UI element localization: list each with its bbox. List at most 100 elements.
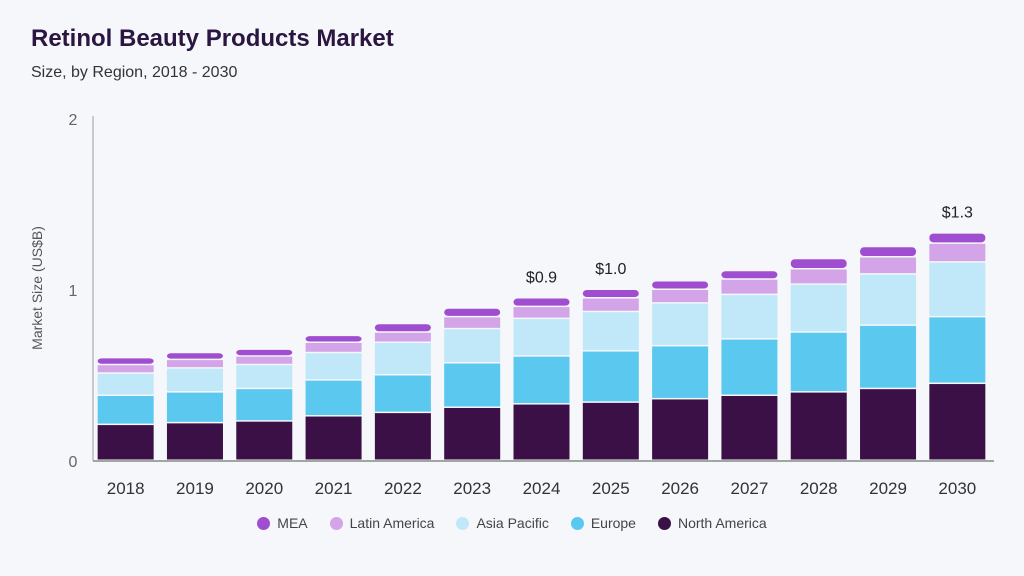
legend: MEA Latin America Asia Pacific Europe No… [0,515,1024,531]
bar-segment-asia-pacific-2029 [860,274,917,325]
bar-segment-latin-america-2020 [236,356,293,364]
bar-segment-north-america-2018 [97,425,154,460]
bar-segment-north-america-2027 [721,396,778,460]
legend-swatch [456,516,470,530]
bar-segment-north-america-2024 [513,404,570,460]
bar-segment-europe-2025 [582,351,639,402]
chart-subtitle: Size, by Region, 2018 - 2030 [31,64,238,81]
legend-swatch [570,516,584,530]
x-tick-label: 2030 [938,479,976,498]
legend-label: North America [677,515,767,531]
bar-segment-north-america-2021 [305,416,362,460]
bar-segment-europe-2019 [166,392,223,422]
bar-segment-mea-2024 [513,298,570,306]
bar-segment-asia-pacific-2021 [305,353,362,380]
bar-segment-latin-america-2022 [374,332,431,342]
y-tick-label: 0 [69,454,78,471]
legend-label: MEA [277,515,308,531]
bar-segment-north-america-2022 [374,413,431,460]
bar-segment-mea-2028 [790,259,847,268]
bar-segment-north-america-2028 [790,392,847,460]
bar-segment-europe-2030 [929,317,986,383]
bar-segment-mea-2018 [97,358,154,364]
bar-segment-latin-america-2021 [305,343,362,352]
bar-segment-asia-pacific-2023 [444,329,501,363]
bar-segment-latin-america-2024 [513,307,570,318]
x-tick-label: 2029 [869,479,907,498]
bar-segment-asia-pacific-2025 [582,312,639,351]
data-label-2025: $1.0 [595,261,626,278]
bar-segment-asia-pacific-2028 [790,284,847,332]
x-tick-label: 2019 [176,479,214,498]
bar-segment-europe-2029 [860,325,917,388]
bar-segment-north-america-2025 [582,402,639,460]
legend-label: Europe [590,515,636,531]
x-tick-label: 2021 [315,479,353,498]
bar-segment-latin-america-2029 [860,257,917,274]
bar-segment-mea-2021 [305,336,362,342]
bar-segment-mea-2025 [582,290,639,298]
bar-segment-europe-2023 [444,363,501,407]
bar-segment-asia-pacific-2020 [236,365,293,388]
bar-segment-mea-2029 [860,247,917,257]
bar-segment-europe-2022 [374,375,431,412]
legend-item-europe[interactable]: Europe [570,515,636,531]
legend-label: Latin America [349,515,435,531]
legend-item-mea[interactable]: MEA [257,515,308,531]
bar-segment-north-america-2026 [652,399,709,460]
bar-segment-latin-america-2026 [652,290,709,303]
x-tick-label: 2023 [453,479,491,498]
y-tick-label: 1 [69,283,78,300]
bar-segment-asia-pacific-2026 [652,303,709,345]
x-tick-label: 2026 [661,479,699,498]
legend-item-north-america[interactable]: North America [657,515,767,531]
bar-segment-latin-america-2023 [444,317,501,328]
bar-segment-mea-2019 [166,353,223,359]
bar-segment-europe-2026 [652,346,709,398]
legend-item-asia-pacific[interactable]: Asia Pacific [456,515,549,531]
bar-segment-europe-2028 [790,332,847,392]
bar-segment-europe-2024 [513,356,570,404]
bar-segment-north-america-2023 [444,407,501,460]
bar-segment-latin-america-2028 [790,269,847,284]
bar-segment-mea-2026 [652,281,709,289]
bar-segment-north-america-2030 [929,384,986,460]
bar-segment-asia-pacific-2019 [166,368,223,392]
x-tick-label: 2025 [592,479,630,498]
bar-segment-asia-pacific-2018 [97,373,154,395]
bar-segment-mea-2020 [236,349,293,356]
data-label-2030: $1.3 [942,205,973,222]
legend-label: Asia Pacific [476,515,549,531]
legend-swatch [657,516,671,530]
bar-segment-mea-2030 [929,233,986,243]
y-axis-label: Market Size (US$B) [29,226,45,350]
chart-title: Retinol Beauty Products Market [31,25,394,52]
bar-segment-asia-pacific-2030 [929,262,986,316]
bar-segment-latin-america-2019 [166,360,223,368]
x-tick-label: 2022 [384,479,422,498]
legend-item-latin-america[interactable]: Latin America [329,515,435,531]
x-tick-label: 2027 [731,479,769,498]
data-label-2024: $0.9 [526,270,557,287]
bar-segment-europe-2027 [721,339,778,395]
bar-segment-latin-america-2027 [721,279,778,294]
bar-segment-asia-pacific-2022 [374,343,431,374]
legend-swatch [257,516,271,530]
bar-segment-latin-america-2025 [582,298,639,311]
bar-segment-europe-2020 [236,389,293,421]
bar-segment-mea-2022 [374,324,431,332]
x-tick-label: 2028 [800,479,838,498]
bar-segment-europe-2018 [97,396,154,424]
bar-segment-mea-2027 [721,271,778,279]
bar-segment-asia-pacific-2024 [513,319,570,356]
x-tick-label: 2018 [107,479,145,498]
y-tick-label: 2 [69,112,78,129]
bar-segment-latin-america-2018 [97,365,154,373]
bar-segment-latin-america-2030 [929,243,986,262]
bar-segment-north-america-2029 [860,389,917,460]
bar-segment-north-america-2020 [236,421,293,460]
bar-segment-north-america-2019 [166,423,223,460]
bar-segment-asia-pacific-2027 [721,295,778,339]
legend-swatch [329,516,343,530]
